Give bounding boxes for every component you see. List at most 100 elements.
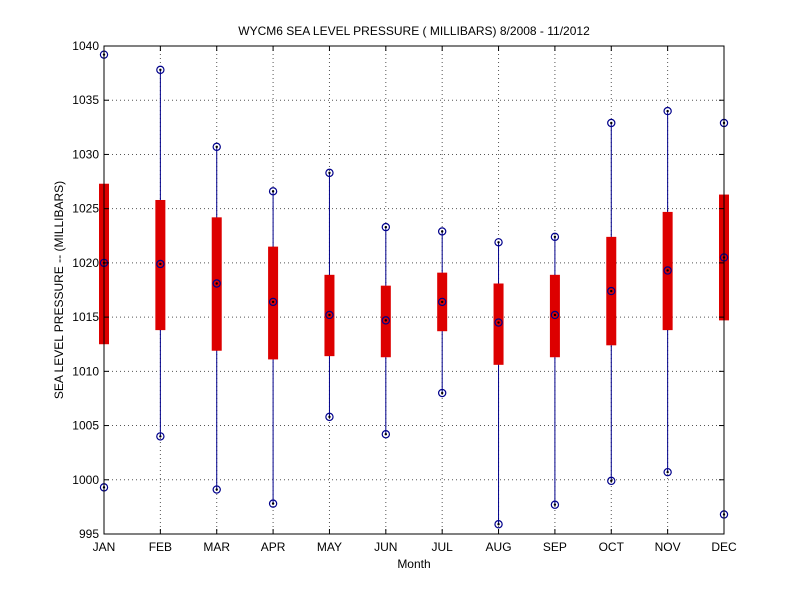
min-marker [607, 476, 616, 486]
max-marker-dot [440, 230, 444, 233]
median-marker-dot [553, 313, 557, 317]
median-marker [663, 266, 672, 275]
iqr-box [493, 283, 504, 365]
min-marker-dot [271, 502, 275, 505]
x-axis-label: Month [397, 557, 430, 571]
median-marker [550, 310, 560, 320]
median-marker-dot [610, 289, 613, 293]
min-marker [212, 485, 221, 494]
box-group-sep [549, 232, 560, 509]
max-marker [494, 238, 503, 247]
box-group-may [324, 168, 335, 422]
median-marker [381, 316, 391, 325]
min-marker-dot [610, 479, 613, 483]
y-tick-label: 1025 [72, 202, 99, 216]
box-group-mar [211, 142, 222, 494]
median-marker-dot [666, 269, 669, 272]
max-marker [437, 227, 447, 236]
box-group-nov [662, 106, 673, 477]
x-tick-label: MAY [317, 540, 342, 554]
y-tick-label: 1020 [72, 256, 99, 270]
y-tick-label: 1010 [72, 364, 99, 378]
y-tick-label: 1035 [72, 93, 99, 107]
y-tick-label: 1040 [72, 39, 99, 53]
median-marker [325, 310, 334, 320]
box-group-jul [437, 227, 448, 398]
x-tick-label: MAR [203, 540, 230, 554]
median-marker [437, 297, 447, 307]
box-group-oct [606, 118, 617, 486]
min-marker [268, 499, 278, 508]
x-tick-label: NOV [655, 540, 681, 554]
y-axis-label: SEA LEVEL PRESSURE -- (MILLIBARS) [52, 181, 66, 399]
chart-title: WYCM6 SEA LEVEL PRESSURE ( MILLIBARS) 8/… [238, 24, 590, 38]
x-tick-label: AUG [486, 540, 512, 554]
max-marker [156, 65, 165, 75]
median-marker-dot [271, 300, 275, 304]
plot-border [103, 45, 725, 535]
median-marker [494, 318, 503, 327]
max-marker [325, 168, 334, 178]
median-marker [156, 259, 165, 269]
x-tick-label: FEB [149, 540, 172, 554]
max-marker [268, 187, 278, 196]
median-marker-dot [159, 262, 162, 266]
y-tick-label: 1030 [72, 147, 99, 161]
x-tick-label: APR [261, 540, 286, 554]
min-marker [156, 432, 165, 441]
max-marker-dot [271, 190, 275, 193]
max-marker-dot [215, 145, 218, 149]
max-marker-dot [497, 241, 500, 244]
y-tick-label: 1000 [72, 473, 99, 487]
max-marker [663, 106, 672, 116]
min-marker [494, 520, 503, 529]
max-marker [212, 142, 221, 152]
tick-layer: 995 1000 1005 1010 1015 1020 1025 1030 1035 1040 J… [72, 39, 737, 554]
max-marker-dot [553, 235, 557, 239]
min-marker [437, 388, 447, 398]
y-tick-label: 995 [79, 527, 99, 541]
x-tick-label: JUN [374, 540, 397, 554]
min-marker-dot [440, 391, 444, 395]
x-tick-label: OCT [599, 540, 625, 554]
x-tick-label: JUL [432, 540, 454, 554]
min-marker [381, 430, 391, 439]
box-group-aug [493, 238, 504, 529]
min-marker-dot [328, 415, 331, 419]
y-tick-label: 1015 [72, 310, 99, 324]
median-marker-dot [328, 313, 331, 317]
median-marker-dot [497, 321, 500, 324]
max-marker [550, 232, 560, 242]
median-marker [607, 286, 616, 296]
x-tick-label: SEP [543, 540, 567, 554]
max-marker [381, 222, 391, 232]
median-marker [268, 297, 278, 307]
median-marker-dot [384, 319, 388, 322]
min-marker-dot [384, 433, 388, 436]
min-marker-dot [666, 470, 669, 474]
median-marker-dot [440, 300, 444, 304]
min-marker [550, 500, 560, 509]
max-marker-dot [666, 109, 669, 113]
x-tick-label: DEC [711, 540, 737, 554]
min-marker-dot [553, 503, 557, 506]
min-marker [663, 467, 672, 477]
max-marker [607, 118, 616, 128]
max-marker-dot [384, 225, 388, 229]
max-marker-dot [328, 171, 331, 175]
box-group-apr [268, 187, 279, 508]
y-tick-label: 1005 [72, 419, 99, 433]
min-marker [325, 412, 334, 422]
min-marker-dot [497, 523, 500, 526]
data-layer [99, 50, 729, 529]
max-marker-dot [610, 121, 613, 125]
x-tick-label: JAN [93, 540, 116, 554]
box-group-jun [380, 222, 391, 439]
max-marker-dot [159, 68, 162, 72]
median-marker-dot [215, 282, 218, 285]
median-marker [212, 279, 221, 288]
min-marker-dot [159, 435, 162, 438]
min-marker-dot [215, 488, 218, 491]
box-group-feb [155, 65, 166, 441]
